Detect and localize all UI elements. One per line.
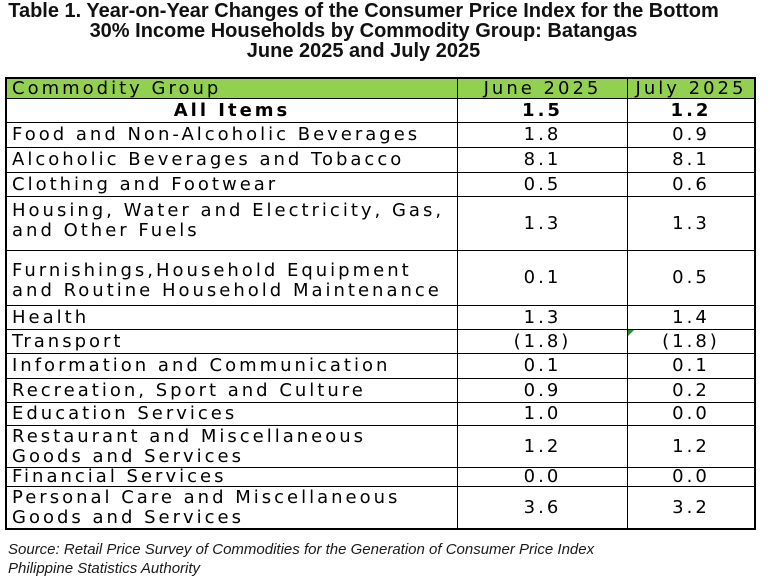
table-row: Alcoholic Beverages and Tobacco 8.1 8.1 [7,148,754,173]
july-2025-value: 1.2 [670,99,712,121]
table-row: Information and Communication 0.1 0.1 [7,354,754,379]
june-2025-value: 1.5 [458,99,628,122]
july-2025-value: 0.2 [672,379,710,401]
table-header-row: Commodity Group June 2025 July 2025 [7,77,754,99]
header-commodity-group: Commodity Group [7,78,458,98]
table-row: Recreation, Sport and Culture 0.9 0.2 [7,379,754,403]
july-2025-value: 1.2 [672,435,710,457]
commodity-group-cell: Transport [7,330,458,353]
july-2025-value: (1.8) [662,330,720,352]
commodity-group-cell: Information and Communication [7,354,458,378]
june-2025-value: 0.9 [458,379,628,402]
july-2025-value: 0.6 [672,173,710,195]
table-row: Food and Non-Alcoholic Beverages 1.8 0.9 [7,123,754,148]
june-2025-value: 0.1 [458,354,628,378]
commodity-group-cell: Restaurant and Miscellaneous Goods and S… [7,426,458,467]
june-2025-value: 1.3 [458,197,628,250]
table-row: Transport (1.8) (1.8) [7,330,754,354]
commodity-group-cell: Furnishings,Household Equipment and Rout… [7,251,458,305]
july-2025-value: 8.1 [672,149,710,170]
july-2025-cell: (1.8) [628,330,754,353]
table-row: Health 1.3 1.4 [7,306,754,330]
june-2025-value: 1.2 [458,426,628,467]
header-june-2025: June 2025 [458,78,628,98]
july-2025-value: 0.0 [672,466,710,487]
commodity-group-cell: All Items [7,99,458,122]
june-2025-value: (1.8) [458,330,628,353]
commodity-group-cell: Clothing and Footwear [7,173,458,196]
table-row: Restaurant and Miscellaneous Goods and S… [7,426,754,468]
july-2025-value: 1.4 [672,306,710,328]
june-2025-value: 1.0 [458,403,628,425]
source-agency: Philippine Statistics Authority [8,560,201,577]
june-2025-value: 0.5 [458,173,628,196]
july-2025-value: 0.1 [672,355,710,376]
commodity-group-cell: Food and Non-Alcoholic Beverages [7,123,458,147]
july-2025-value: 3.2 [672,496,710,518]
july-2025-value: 0.0 [672,403,710,424]
july-2025-value: 0.5 [672,267,710,288]
page-title: Table 1. Year-on-Year Changes of the Con… [8,0,719,62]
table-row-all-items: All Items 1.5 1.2 [7,99,754,123]
table-row: Housing, Water and Electricity, Gas, and… [7,197,754,251]
commodity-group-cell: Education Services [7,403,458,425]
commodity-group-cell: Personal Care and Miscellaneous Goods an… [7,487,458,528]
table-row: Education Services 1.0 0.0 [7,403,754,426]
july-2025-value: 0.9 [672,124,710,145]
june-2025-value: 3.6 [458,487,628,528]
commodity-group-cell: Health [7,306,458,329]
june-2025-value: 0.0 [458,467,628,487]
june-2025-value: 1.3 [458,306,628,329]
table-row: Furnishings,Household Equipment and Rout… [7,251,754,306]
july-2025-value: 1.3 [672,212,710,234]
table-row: Financial Services 0.0 0.0 [7,466,754,487]
commodity-group-cell: Financial Services [7,467,458,487]
commodity-group-cell: Alcoholic Beverages and Tobacco [7,148,458,172]
june-2025-value: 8.1 [458,148,628,172]
table-row: Personal Care and Miscellaneous Goods an… [7,487,754,528]
table-row: Clothing and Footwear 0.5 0.6 [7,173,754,197]
cell-error-indicator [628,330,634,336]
june-2025-value: 0.1 [458,251,628,305]
cpi-table: Commodity Group June 2025 July 2025 All … [5,77,756,530]
commodity-group-cell: Recreation, Sport and Culture [7,379,458,402]
june-2025-value: 1.8 [458,123,628,147]
commodity-group-cell: Housing, Water and Electricity, Gas, and… [7,197,458,250]
source-note: Source: Retail Price Survey of Commoditi… [8,541,595,558]
header-july-2025: July 2025 [635,77,747,99]
